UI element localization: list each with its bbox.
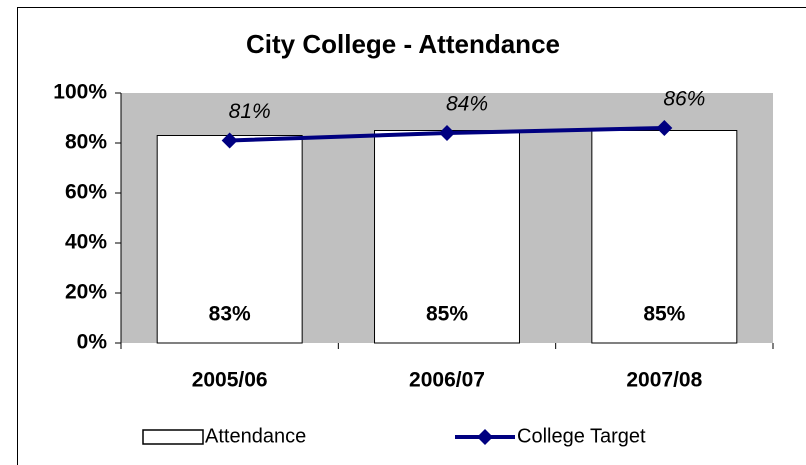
bar-value-label: 85%: [643, 303, 685, 326]
bar: [591, 130, 738, 344]
x-tick-label: 2007/08: [626, 369, 702, 392]
legend-label: Attendance: [205, 425, 306, 447]
line-marker: [221, 132, 238, 149]
chart-title: City College - Attendance: [246, 29, 560, 59]
y-tick-label: 0%: [77, 331, 108, 354]
line-value-label: 81%: [229, 100, 271, 123]
legend-label: College Target: [517, 425, 646, 447]
legend-swatch: [142, 429, 204, 445]
line-value-label: 84%: [446, 93, 488, 116]
x-tick-label: 2005/06: [192, 369, 268, 392]
line-value-label: 86%: [663, 88, 705, 111]
line-marker: [439, 125, 455, 141]
legend-marker: [477, 429, 493, 445]
bar-value-label: 85%: [426, 303, 468, 326]
line-marker: [656, 120, 673, 136]
y-tick-label: 80%: [65, 131, 107, 154]
y-tick-label: 100%: [53, 81, 107, 104]
y-tick-label: 60%: [65, 181, 107, 204]
bar-value-label: 83%: [209, 303, 251, 326]
bar: [374, 130, 520, 344]
bar: [156, 135, 303, 344]
y-tick-label: 40%: [65, 231, 107, 254]
y-tick-label: 20%: [65, 281, 107, 304]
x-tick-label: 2006/07: [409, 369, 485, 392]
